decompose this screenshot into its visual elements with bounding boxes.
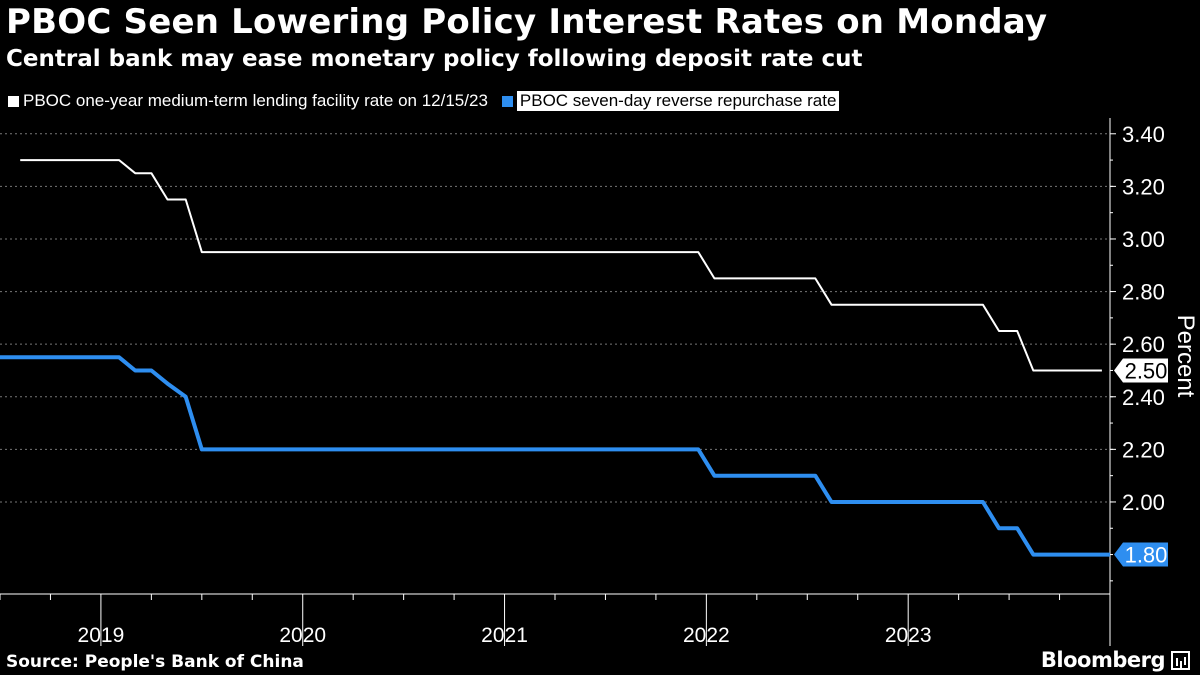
- x-year-label: 2023: [885, 624, 932, 647]
- y-tick-label: 2.00: [1122, 490, 1165, 515]
- y-tick-label: 2.80: [1122, 280, 1165, 305]
- series-line-repo: [0, 355, 1110, 557]
- last-value-label-repo: 1.80: [1125, 543, 1168, 568]
- last-value-tag-repo: [1114, 542, 1168, 567]
- x-year-label: 2022: [683, 624, 730, 647]
- last-value-tag-mlf: [1114, 358, 1168, 383]
- y-tick-label: 3.20: [1122, 174, 1165, 199]
- series-line-mlf: [20, 159, 1102, 372]
- y-axis-title: Percent: [1172, 315, 1199, 398]
- legend-swatch-mlf: [8, 95, 19, 107]
- y-tick-label: 2.40: [1122, 385, 1165, 410]
- legend-swatch-repo: [501, 95, 513, 107]
- grid: [0, 133, 1110, 503]
- bloomberg-terminal-icon: [1171, 650, 1190, 670]
- legend: PBOC one-year medium-term lending facili…: [8, 91, 853, 111]
- x-year-label: 2019: [78, 624, 125, 647]
- axes: 3.403.203.002.802.602.402.202.00Percent2…: [0, 118, 1199, 647]
- y-tick-label: 3.00: [1122, 227, 1165, 252]
- series-lines: [0, 159, 1110, 557]
- y-tick-label: 3.40: [1122, 122, 1165, 147]
- value-labels: 2.50 1.80: [1114, 358, 1168, 568]
- bloomberg-logo: Bloomberg: [1041, 648, 1190, 672]
- source-note: Source: People's Bank of China: [6, 652, 304, 672]
- chart-subtitle: Central bank may ease monetary policy fo…: [6, 46, 863, 72]
- last-value-label-mlf: 2.50: [1125, 358, 1168, 383]
- legend-item-mlf: PBOC one-year medium-term lending facili…: [8, 91, 488, 111]
- legend-label-mlf: PBOC one-year medium-term lending facili…: [23, 91, 488, 110]
- legend-label-repo: PBOC seven-day reverse repurchase rate: [516, 91, 840, 111]
- brand-name: Bloomberg: [1040, 648, 1166, 672]
- chart-title: PBOC Seen Lowering Policy Interest Rates…: [6, 2, 1048, 42]
- x-year-label: 2020: [279, 624, 326, 647]
- y-tick-label: 2.60: [1122, 332, 1165, 357]
- legend-item-repo: PBOC seven-day reverse repurchase rate: [501, 91, 840, 111]
- x-year-label: 2021: [481, 624, 528, 647]
- y-tick-label: 2.20: [1122, 437, 1165, 462]
